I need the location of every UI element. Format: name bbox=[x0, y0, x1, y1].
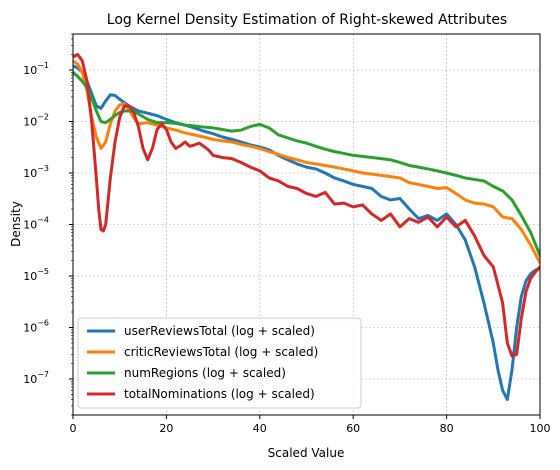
y-tick-label: 10−2 bbox=[23, 112, 49, 128]
y-axis-label: Density bbox=[9, 201, 23, 247]
legend-label: numRegions (log + scaled) bbox=[124, 366, 286, 380]
legend-label: userReviewsTotal (log + scaled) bbox=[124, 324, 315, 338]
y-tick-label: 10−5 bbox=[23, 267, 49, 283]
plot-area bbox=[73, 52, 540, 401]
x-tick-label: 80 bbox=[440, 422, 454, 435]
x-tick-label: 100 bbox=[530, 422, 551, 435]
x-axis-label: Scaled Value bbox=[268, 446, 345, 460]
legend: userReviewsTotal (log + scaled) criticRev… bbox=[77, 317, 362, 409]
y-axis: 10−7 10−6 10−5 10−4 10−3 10−2 10−1 bbox=[23, 33, 73, 416]
y-tick-label: 10−3 bbox=[23, 164, 49, 180]
x-tick-label: 0 bbox=[70, 422, 77, 435]
legend-label: totalNominations (log + scaled) bbox=[124, 387, 315, 401]
y-tick-label: 10−1 bbox=[23, 61, 49, 77]
series-line-3 bbox=[73, 52, 540, 358]
legend-box bbox=[77, 317, 362, 409]
x-tick-label: 20 bbox=[159, 422, 173, 435]
x-axis: 0 20 40 60 80 100 bbox=[70, 415, 551, 435]
series-line-1 bbox=[73, 59, 540, 265]
y-tick-label: 10−6 bbox=[23, 319, 49, 335]
series-line-0 bbox=[73, 64, 540, 401]
x-tick-label: 40 bbox=[253, 422, 267, 435]
x-tick-label: 60 bbox=[346, 422, 360, 435]
y-tick-label: 10−4 bbox=[23, 216, 49, 232]
legend-label: criticReviewsTotal (log + scaled) bbox=[124, 345, 318, 359]
series-line-2 bbox=[73, 70, 540, 258]
y-tick-label: 10−7 bbox=[23, 370, 49, 386]
chart-title: Log Kernel Density Estimation of Right-s… bbox=[107, 12, 507, 28]
